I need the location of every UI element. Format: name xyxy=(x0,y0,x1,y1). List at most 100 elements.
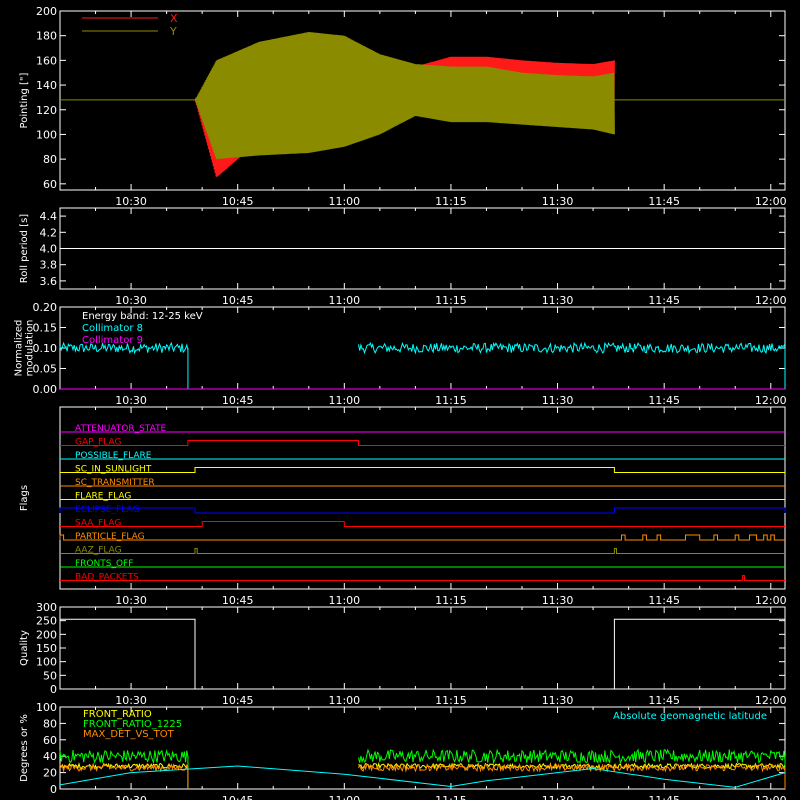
pointing-series-Y xyxy=(194,31,615,160)
modulation-ylabel: modulation xyxy=(25,320,36,377)
roll-period-xtick-label: 11:00 xyxy=(328,294,360,307)
modulation-frame: 10:30 10:45 11:00 11:15 11:30 11:45 12:00 0.00 0… xyxy=(14,301,787,407)
pointing-ytick-label: 100 xyxy=(36,128,57,141)
pointing-ytick-label: 80 xyxy=(43,153,57,166)
roll-period-ytick-label: 4.2 xyxy=(40,226,58,239)
pointing-xtick-label: 11:15 xyxy=(435,195,467,208)
flag-line xyxy=(59,507,786,514)
ratios-legend-label: FRONT_RATIO xyxy=(83,709,152,720)
ratios-xtick-label: 10:30 xyxy=(115,794,147,800)
flag-label: BAD_PACKETS xyxy=(75,573,139,583)
modulation-ytick-label: 0.20 xyxy=(33,301,58,314)
quality-ytick-label: 250 xyxy=(36,615,57,628)
flag-line xyxy=(59,534,785,541)
pointing-ytick-label: 200 xyxy=(36,5,57,18)
pointing-xtick-label: 11:30 xyxy=(542,195,574,208)
ratios-ytick-label: 40 xyxy=(43,750,57,763)
ratios-axis-box xyxy=(59,706,786,790)
quality-xtick-label: 10:45 xyxy=(222,694,254,707)
ratios-ytick-label: 100 xyxy=(36,701,57,714)
pointing-ytick-label: 120 xyxy=(36,104,57,117)
quality-xtick-label: 11:00 xyxy=(328,694,360,707)
modulation-annotation: Collimator 8 xyxy=(82,323,143,334)
pointing-axis-box xyxy=(59,10,786,191)
modulation-xtick-label: 12:00 xyxy=(755,394,787,407)
ratios-series-FRONT_RATIO_1225 xyxy=(358,748,786,765)
flag-label: GAP_FLAG xyxy=(75,438,121,448)
roll-period-xtick-label: 10:30 xyxy=(115,294,147,307)
quality-ytick-label: 0 xyxy=(50,683,57,696)
quality-ytick-label: 50 xyxy=(43,669,57,682)
pointing-ylabel: Pointing ["] xyxy=(19,72,30,128)
flags-ylabel: Flags xyxy=(19,485,30,511)
flag-label: SC_IN_SUNLIGHT xyxy=(75,465,152,475)
ratios-ytick-label: 80 xyxy=(43,717,57,730)
roll-period-ytick-label: 3.6 xyxy=(40,275,58,288)
ratios-series-FRONT_RATIO_1225 xyxy=(59,748,189,764)
pointing-frame: 10:30 10:45 11:00 11:15 11:30 11:45 12:00 60 80 1… xyxy=(19,5,787,208)
flag-line xyxy=(60,467,785,473)
ratios-series-MAX_DET_VS_TOT xyxy=(59,762,189,773)
flag-label: POSSIBLE_FLARE xyxy=(75,451,152,461)
ratios-frame: 10:30 10:45 11:00 11:15 11:30 11:45 12:00 0 20 40… xyxy=(19,701,787,800)
pointing-xtick-label: 12:00 xyxy=(755,195,787,208)
quality-xtick-label: 12:00 xyxy=(755,694,787,707)
ratios-series-MAX_DET_VS_TOT xyxy=(358,762,786,773)
roll-period-xtick-label: 11:30 xyxy=(542,294,574,307)
roll-period-frame: 10:30 10:45 11:00 11:15 11:30 11:45 12:00 3.6 3.… xyxy=(19,207,787,307)
quality-ylabel: Quality xyxy=(19,630,30,666)
flag-label: FLARE_FLAG xyxy=(75,492,131,502)
quality-ytick-label: 100 xyxy=(36,656,57,669)
modulation-annotation: Energy band: 12-25 keV xyxy=(82,311,203,322)
modulation-series-Collimator 8 xyxy=(358,341,786,355)
ratios-series-Absolute geomagnetic latitude xyxy=(59,765,786,788)
modulation-ylabel: Normalized xyxy=(14,320,25,377)
roll-period-ytick-label: 4.0 xyxy=(40,243,58,256)
quality-xtick-label: 11:15 xyxy=(435,694,467,707)
flag-label: FRONTS_OFF xyxy=(75,559,133,569)
flags-xtick-label: 11:30 xyxy=(542,594,574,607)
pointing-xtick-label: 10:45 xyxy=(222,195,254,208)
roll-period-ytick-label: 3.8 xyxy=(40,259,58,272)
modulation-xtick-label: 11:00 xyxy=(328,394,360,407)
flags-xtick-label: 10:30 xyxy=(115,594,147,607)
quality-ytick-label: 150 xyxy=(36,642,57,655)
ratios-legend-label: FRONT_RATIO_1225 xyxy=(83,719,182,730)
quality-ytick-label: 300 xyxy=(36,601,57,614)
modulation-ytick-label: 0.10 xyxy=(33,342,58,355)
ratios-xtick-label: 11:30 xyxy=(542,794,574,800)
flag-label: PARTICLE_FLAG xyxy=(75,532,145,542)
flag-label: ATTENUATOR_STATE xyxy=(75,424,167,434)
flag-line xyxy=(60,440,785,446)
modulation-xtick-label: 11:45 xyxy=(648,394,680,407)
legend-label-Y: Y xyxy=(169,25,177,38)
flags-xtick-label: 10:45 xyxy=(222,594,254,607)
quality-frame: 10:30 10:45 11:00 11:15 11:30 11:45 12:00 05010… xyxy=(19,601,787,707)
modulation-xtick-label: 10:45 xyxy=(222,394,254,407)
flags-axis-box xyxy=(59,406,786,590)
flag-line xyxy=(60,548,785,554)
ratios-ytick-label: 20 xyxy=(43,767,57,780)
flags-xtick-label: 11:00 xyxy=(328,594,360,607)
flags-frame: 10:30 10:45 11:00 11:15 11:30 11:45 12:00 Flags… xyxy=(19,406,787,607)
flag-label: SAA_FLAG xyxy=(75,519,121,529)
modulation-series-Collimator 8 xyxy=(59,341,189,355)
pointing-xtick-label: 10:30 xyxy=(115,195,147,208)
pointing-ytick-label: 180 xyxy=(36,30,57,43)
modulation-ytick-label: 0.15 xyxy=(33,322,58,335)
ratios-legend-label: Absolute geomagnetic latitude xyxy=(613,711,767,722)
modulation-ytick-label: 0.05 xyxy=(33,363,58,376)
ratios-xtick-label: 11:15 xyxy=(435,794,467,800)
ratios-ytick-label: 60 xyxy=(43,734,57,747)
ratios-legend-label: MAX_DET_VS_TOT xyxy=(83,729,175,740)
roll-period-xtick-label: 11:15 xyxy=(435,294,467,307)
flags-xtick-label: 11:45 xyxy=(648,594,680,607)
legend-label-X: X xyxy=(170,12,178,25)
flags-xtick-label: 11:15 xyxy=(435,594,467,607)
pointing-ytick-label: 140 xyxy=(36,79,57,92)
flags-xtick-label: 12:00 xyxy=(755,594,787,607)
quality-xtick-label: 10:30 xyxy=(115,694,147,707)
pointing-ytick-label: 160 xyxy=(36,54,57,67)
